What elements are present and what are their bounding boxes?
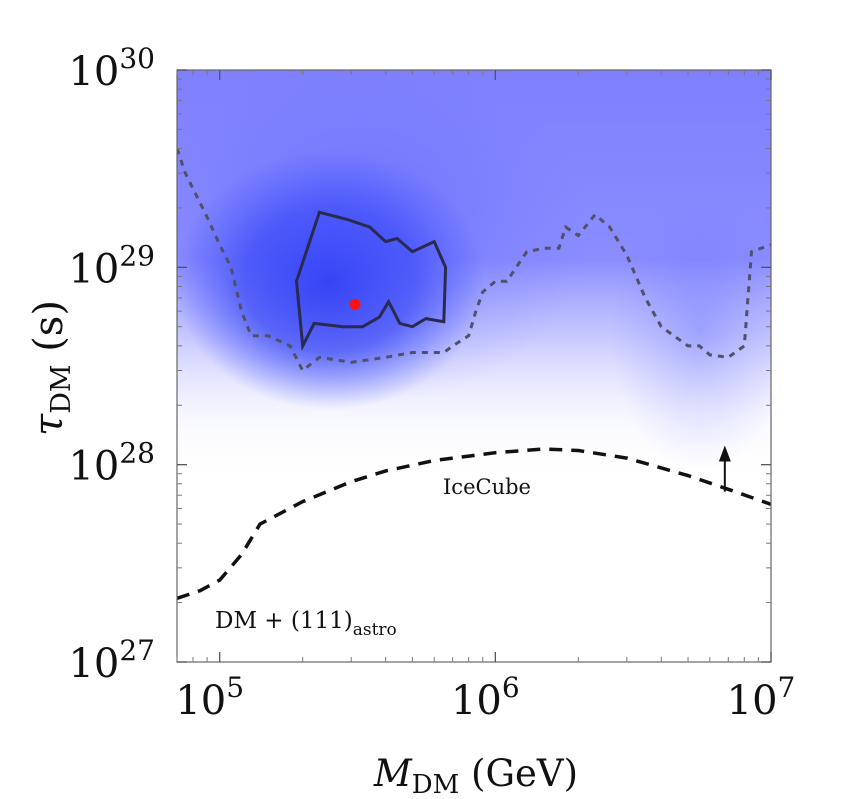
- y-tick-labels: 1027 1028 1029 1030: [68, 42, 155, 687]
- x-tick-label: 107: [727, 671, 796, 724]
- x-axis-subscript: DM: [412, 770, 459, 799]
- icecube-label: IceCube: [443, 475, 531, 499]
- y-axis-subscript: DM: [46, 365, 77, 414]
- y-axis-unit: (s): [26, 300, 72, 364]
- icecube-arrow-head: [718, 445, 731, 462]
- x-tick-labels: 105 106 107: [175, 671, 795, 724]
- major-ticks: [177, 69, 772, 663]
- dataset-label: DM + (111)astro: [215, 608, 397, 640]
- y-axis-label: τDM (s): [26, 300, 77, 436]
- dataset-label-main: DM + (111): [215, 608, 353, 634]
- minor-ticks: [176, 70, 771, 662]
- x-axis-label: MDM (GeV): [373, 752, 578, 799]
- y-tick-label: 1028: [68, 437, 155, 490]
- icecube-limit-line: [177, 447, 771, 601]
- plot-frame: [176, 69, 772, 663]
- x-tick-label: 106: [451, 671, 520, 724]
- x-axis-unit: (GeV): [459, 752, 578, 795]
- best-fit-point: [349, 298, 361, 310]
- likelihood-right-lobe: [610, 190, 771, 470]
- y-tick-label: 1029: [68, 239, 155, 292]
- likelihood-halo: [177, 70, 590, 405]
- x-axis-symbol: M: [373, 752, 413, 795]
- dataset-label-sub: astro: [353, 620, 397, 640]
- y-tick-label: 1027: [68, 634, 155, 687]
- y-tick-label: 1030: [68, 42, 155, 95]
- one-sigma-contour: [294, 210, 448, 352]
- y-axis-symbol: τ: [26, 413, 72, 436]
- x-tick-label: 105: [175, 671, 244, 724]
- sensitivity-band-line: [177, 148, 771, 373]
